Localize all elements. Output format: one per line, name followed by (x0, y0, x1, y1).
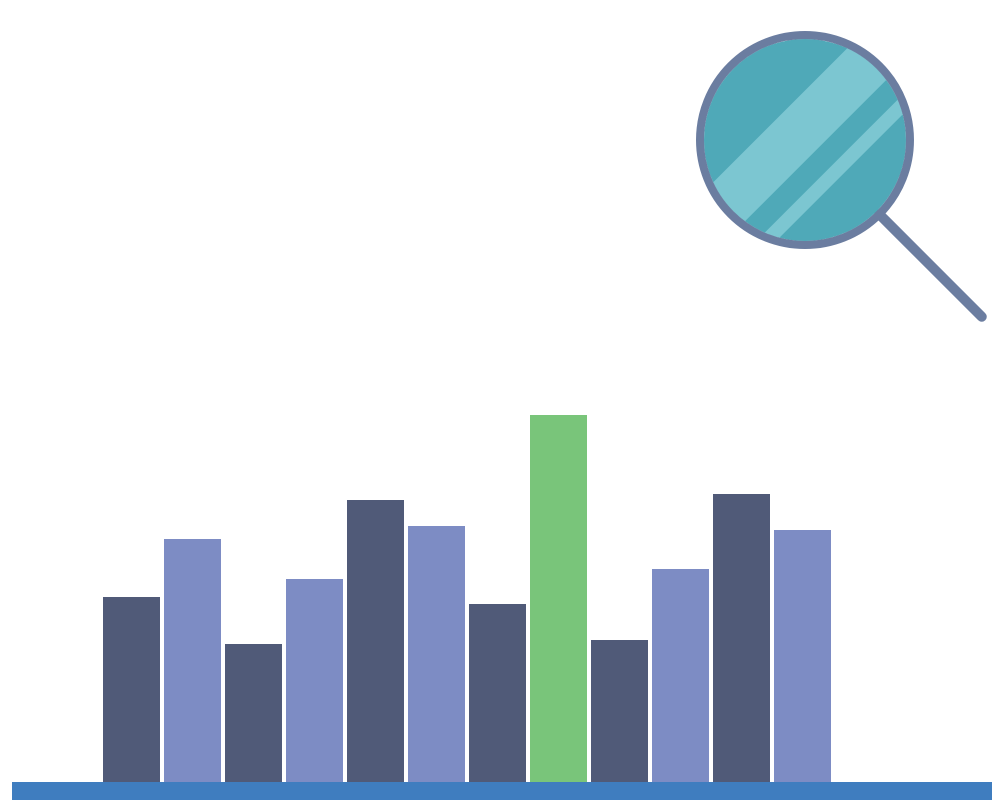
bar-8 (530, 415, 587, 782)
bar-7 (469, 604, 526, 782)
bar-chart (103, 415, 831, 782)
magnifying-glass-icon (680, 15, 1000, 337)
bar-6 (408, 526, 465, 782)
bar-3 (225, 644, 282, 782)
bar-11 (713, 494, 770, 782)
chart-baseline (12, 782, 992, 800)
bar-5 (347, 500, 404, 782)
bar-10 (652, 569, 709, 782)
bar-1 (103, 597, 160, 782)
bar-4 (286, 579, 343, 782)
bar-9 (591, 640, 648, 782)
bar-12 (774, 530, 831, 782)
bar-2 (164, 539, 221, 782)
